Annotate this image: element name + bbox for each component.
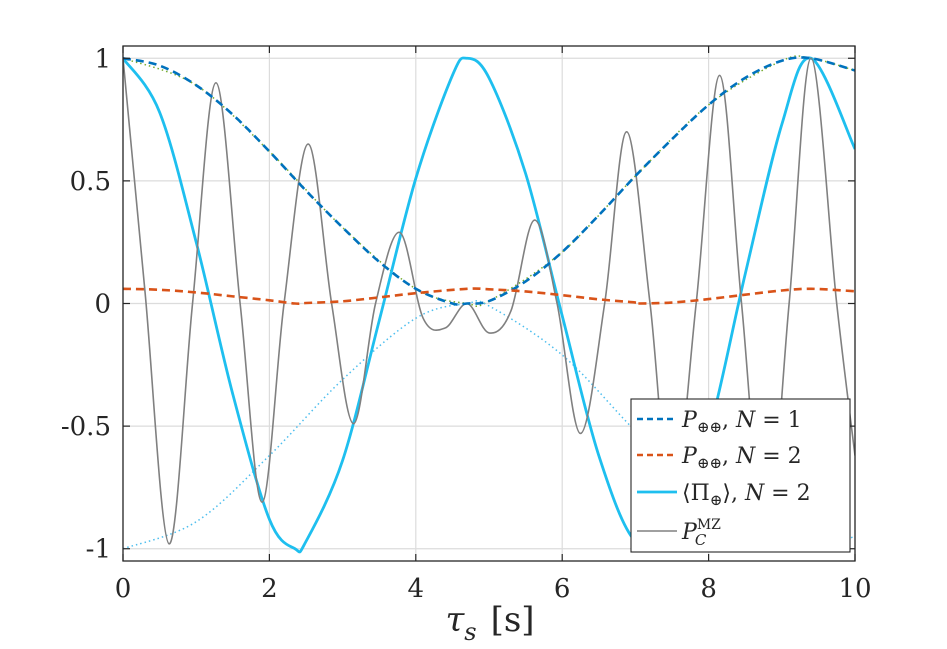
x-axis-unit: [s] — [491, 600, 535, 640]
y-tick-labels: -1 -0.5 0 0.5 1 — [61, 44, 111, 564]
series-line-3 — [123, 57, 855, 545]
legend-entry-p-n2: P⊕⊕, N = 2 — [681, 444, 802, 472]
x-tick-label: 4 — [408, 574, 425, 604]
legend-entry-pmz: PMZ C — [681, 517, 721, 549]
x-tick-label: 0 — [115, 574, 132, 604]
x-tick-labels: 0 2 4 6 8 10 — [115, 574, 872, 604]
series-line-1 — [123, 287, 855, 305]
series-line-0 — [123, 56, 855, 306]
series-line-2 — [123, 56, 855, 554]
x-axis-subscript: s — [464, 618, 476, 646]
legend: P⊕⊕, N = 1 P⊕⊕, N = 2 ⟨Π⊕⟩, N = 2 PMZ C — [630, 398, 851, 553]
y-tick-label: -0.5 — [61, 412, 111, 442]
y-tick-label: 0 — [94, 290, 111, 320]
x-tick-label: 10 — [838, 574, 871, 604]
legend-entry-p-n1: P⊕⊕, N = 1 — [681, 408, 802, 436]
y-tick-label: 0.5 — [70, 167, 111, 197]
y-tick-label: -1 — [86, 535, 111, 565]
x-tick-label: 8 — [700, 574, 717, 604]
legend-box — [630, 398, 851, 553]
legend-entry-pi: ⟨Π⊕⟩, N = 2 — [682, 481, 811, 509]
x-tick-label: 2 — [261, 574, 278, 604]
x-axis-label: τs [s] — [445, 600, 534, 646]
x-tick-label: 6 — [554, 574, 571, 604]
y-tick-label: 1 — [94, 44, 111, 74]
x-axis-symbol: τ — [445, 600, 465, 640]
